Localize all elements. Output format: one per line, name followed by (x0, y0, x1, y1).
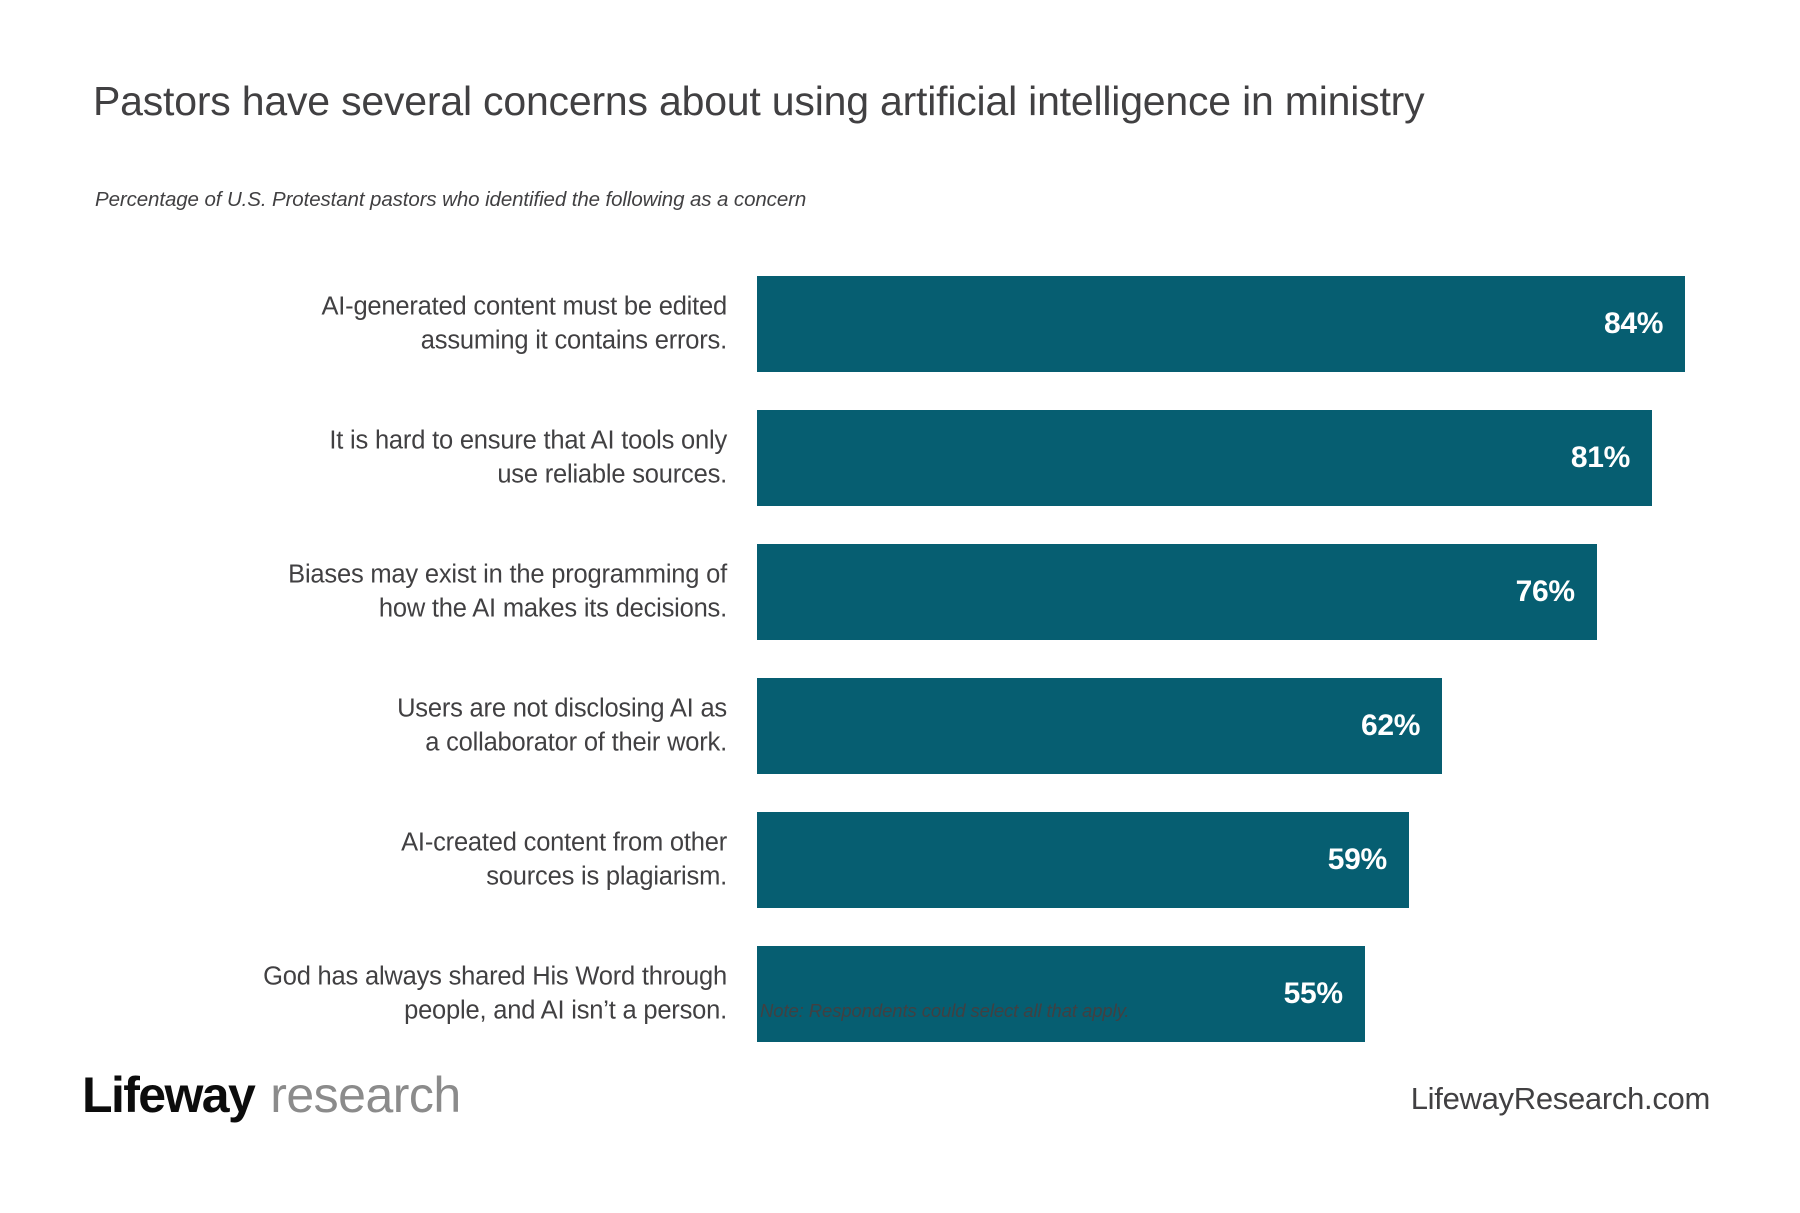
chart-row: AI-generated content must be edited assu… (0, 276, 1800, 372)
chart-note: Note: Respondents could select all that … (760, 1000, 1130, 1021)
bar-category-label-line1: Users are not disclosing AI as (397, 694, 727, 723)
bar-category-label-line1: AI-generated content must be edited (321, 292, 727, 321)
bar-track: 62% (757, 678, 1800, 774)
bar-category-label-line2: people, and AI isn’t a person. (404, 996, 727, 1024)
bar-category-label-line2: how the AI makes its decisions. (378, 594, 727, 622)
bar-track: 55% (757, 946, 1800, 1042)
bar-category-label-line1: It is hard to ensure that AI tools only (329, 426, 727, 455)
bar-category-label: It is hard to ensure that AI tools only … (107, 424, 727, 491)
bar-category-label-line2: assuming it contains errors. (420, 326, 727, 354)
bar-category-label-line2: use reliable sources. (497, 460, 727, 488)
bar[interactable]: 62% (757, 678, 1443, 774)
bar[interactable]: 55% (757, 946, 1365, 1042)
chart-row: Biases may exist in the programming of h… (0, 544, 1800, 640)
chart-row: It is hard to ensure that AI tools only … (0, 410, 1800, 506)
bar-track: 59% (757, 812, 1800, 908)
chart-row: Users are not disclosing AI as a collabo… (0, 678, 1800, 774)
bar-category-label-line1: AI-created content from other (401, 828, 727, 857)
logo-mark-text: Lifeway (82, 1067, 256, 1123)
chart-row: AI-created content from other sources is… (0, 812, 1800, 908)
site-url: LifewayResearch.com (1410, 1081, 1711, 1116)
bar-value-label: 59% (1327, 843, 1387, 876)
bar-track: 81% (757, 410, 1800, 506)
bar-value-label: 84% (1604, 307, 1664, 340)
bar[interactable]: 59% (757, 812, 1409, 908)
lifeway-research-logo: Lifeway research (82, 1066, 461, 1124)
bar-value-label: 55% (1283, 977, 1343, 1010)
bar-category-label: AI-generated content must be edited assu… (107, 290, 727, 357)
bar-category-label: AI-created content from other sources is… (107, 826, 727, 893)
bar-category-label: Users are not disclosing AI as a collabo… (107, 692, 727, 759)
bar[interactable]: 76% (757, 544, 1597, 640)
bar-track: 84% (757, 276, 1800, 372)
bar-value-label: 76% (1515, 575, 1575, 608)
bar-value-label: 81% (1570, 441, 1631, 474)
chart-subtitle: Percentage of U.S. Protestant pastors wh… (95, 188, 807, 211)
bar-category-label-line1: Biases may exist in the programming of (288, 560, 727, 589)
bar-value-label: 62% (1360, 709, 1421, 742)
bar[interactable]: 84% (757, 276, 1686, 372)
bar-category-label: Biases may exist in the programming of h… (107, 558, 727, 625)
bar-category-label-line2: a collaborator of their work. (425, 728, 727, 756)
chart-row: God has always shared His Word through p… (0, 946, 1800, 1042)
bar-chart: AI-generated content must be edited assu… (0, 276, 1800, 1042)
bar-category-label: God has always shared His Word through p… (107, 960, 727, 1027)
page-title: Pastors have several concerns about usin… (93, 78, 1425, 124)
bar-track: 76% (757, 544, 1800, 640)
bar-category-label-line1: God has always shared His Word through (263, 962, 727, 991)
bar-category-label-line2: sources is plagiarism. (486, 862, 727, 890)
bar[interactable]: 81% (757, 410, 1653, 506)
logo-word-text: research (270, 1067, 461, 1123)
